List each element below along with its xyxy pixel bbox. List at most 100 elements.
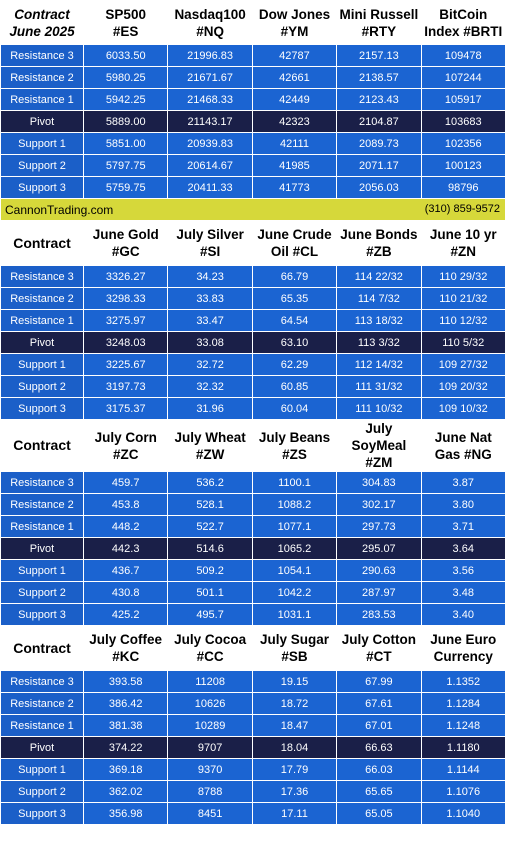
level-value: 21996.83 bbox=[167, 44, 253, 67]
contract-name-line: July Beans bbox=[258, 429, 331, 445]
level-value: 2157.13 bbox=[336, 44, 422, 67]
contract-name-line: #ZW bbox=[195, 446, 225, 462]
contract-name-line: June 10 yr bbox=[429, 227, 497, 242]
website-link[interactable]: CannonTrading.com bbox=[5, 202, 114, 217]
level-value: 2104.87 bbox=[336, 110, 422, 133]
resistance-2-row: Resistance 2 453.8 528.1 1088.2 302.17 3.80 bbox=[0, 493, 505, 516]
row-label: Support 2 bbox=[0, 581, 84, 604]
level-value: 514.6 bbox=[167, 537, 253, 560]
level-value: 31.96 bbox=[167, 397, 253, 420]
level-value: 114 22/32 bbox=[336, 265, 422, 288]
level-value: 20411.33 bbox=[167, 176, 253, 199]
resistance-1-row: Resistance 1 381.38 10289 18.47 67.01 1.1248 bbox=[0, 714, 505, 737]
level-value: 3.64 bbox=[420, 537, 505, 560]
support-1-row: Support 1 369.18 9370 17.79 66.03 1.1144 bbox=[0, 758, 505, 781]
level-value: 1.1040 bbox=[420, 802, 505, 825]
row-label: Pivot bbox=[0, 736, 84, 759]
row-label: Support 1 bbox=[0, 758, 84, 781]
contract-header: Contract bbox=[0, 220, 84, 266]
level-value: 113 18/32 bbox=[336, 309, 422, 332]
contract-name-line: #YM bbox=[280, 23, 309, 39]
contract-column-header: July Coffee #KC bbox=[82, 625, 169, 671]
resistance-1-row: Resistance 1 448.2 522.7 1077.1 297.73 3.71 bbox=[0, 515, 505, 538]
row-label: Resistance 3 bbox=[0, 471, 84, 494]
level-value: 495.7 bbox=[167, 603, 253, 626]
level-value: 111 10/32 bbox=[336, 397, 422, 420]
level-value: 42323 bbox=[251, 110, 338, 133]
resistance-2-row: Resistance 2 5980.25 21671.67 42661 2138.57 1… bbox=[0, 66, 505, 89]
level-value: 110 29/32 bbox=[420, 265, 505, 288]
contract-header: Contract June 2025 bbox=[0, 0, 84, 45]
level-value: 67.01 bbox=[336, 714, 422, 737]
level-value: 109 10/32 bbox=[420, 397, 505, 420]
level-value: 5980.25 bbox=[82, 66, 169, 89]
level-value: 3.80 bbox=[420, 493, 505, 516]
level-value: 290.63 bbox=[336, 559, 422, 582]
level-value: 2138.57 bbox=[336, 66, 422, 89]
level-value: 109 20/32 bbox=[420, 375, 505, 398]
contract-column-header: July Cocoa #CC bbox=[167, 625, 253, 671]
level-value: 66.79 bbox=[251, 265, 338, 288]
row-label: Resistance 1 bbox=[0, 515, 84, 538]
level-value: 3298.33 bbox=[82, 287, 169, 310]
level-value: 20614.67 bbox=[167, 154, 253, 177]
level-value: 3225.67 bbox=[82, 353, 169, 376]
level-value: 33.83 bbox=[167, 287, 253, 310]
contract-name-line: June Gold bbox=[92, 227, 159, 242]
contract-name-line: July Coffee bbox=[89, 632, 163, 647]
level-value: 3248.03 bbox=[82, 331, 169, 354]
contract-name-line: July Corn bbox=[94, 429, 157, 445]
contract-name-line: July Sugar bbox=[259, 632, 329, 647]
contract-column-header: SP500 #ES bbox=[82, 0, 169, 45]
level-value: 374.22 bbox=[82, 736, 169, 759]
resistance-3-row: Resistance 3 459.7 536.2 1100.1 304.83 3.87 bbox=[0, 471, 505, 494]
block-1-header-row: Contract June 2025 SP500 #ES Nasdaq100 #NQ Dow… bbox=[0, 0, 505, 45]
contract-name-line: July Cotton bbox=[341, 632, 416, 647]
row-label: Resistance 2 bbox=[0, 66, 84, 89]
contract-name-line: Mini Russell bbox=[339, 6, 419, 22]
contract-name-line: BitCoin bbox=[439, 6, 488, 22]
pivot-row: Pivot 5889.00 21143.17 42323 2104.87 103683 bbox=[0, 110, 505, 133]
level-value: 9370 bbox=[167, 758, 253, 781]
contract-name-line: June Euro bbox=[430, 632, 497, 647]
level-value: 1077.1 bbox=[251, 515, 338, 538]
row-label: Resistance 2 bbox=[0, 287, 84, 310]
level-value: 302.17 bbox=[336, 493, 422, 516]
sponsor-banner: CannonTrading.com (310) 859-9572 bbox=[0, 198, 505, 221]
support-1-row: Support 1 3225.67 32.72 62.29 112 14/32 109 2… bbox=[0, 353, 505, 376]
level-value: 1.1284 bbox=[420, 692, 505, 715]
level-value: 425.2 bbox=[82, 603, 169, 626]
level-value: 501.1 bbox=[167, 581, 253, 604]
level-value: 3.87 bbox=[420, 471, 505, 494]
contract-header-line: Contract bbox=[14, 6, 70, 22]
row-label: Support 1 bbox=[0, 132, 84, 155]
level-value: 287.97 bbox=[336, 581, 422, 604]
level-value: 5851.00 bbox=[82, 132, 169, 155]
row-label: Support 3 bbox=[0, 397, 84, 420]
level-value: 8788 bbox=[167, 780, 253, 803]
level-value: 295.07 bbox=[336, 537, 422, 560]
level-value: 2056.03 bbox=[336, 176, 422, 199]
resistance-2-row: Resistance 2 386.42 10626 18.72 67.61 1.1284 bbox=[0, 692, 505, 715]
contract-header-line: June 2025 bbox=[9, 23, 75, 39]
level-value: 18.47 bbox=[251, 714, 338, 737]
pivot-row: Pivot 374.22 9707 18.04 66.63 1.1180 bbox=[0, 736, 505, 759]
level-value: 3.40 bbox=[420, 603, 505, 626]
level-value: 67.61 bbox=[336, 692, 422, 715]
support-2-row: Support 2 362.02 8788 17.36 65.65 1.1076 bbox=[0, 780, 505, 803]
level-value: 3.48 bbox=[420, 581, 505, 604]
contract-column-header: July Silver #SI bbox=[167, 220, 253, 266]
level-value: 1065.2 bbox=[251, 537, 338, 560]
contract-name-line: Nasdaq100 bbox=[174, 6, 246, 22]
level-value: 110 21/32 bbox=[420, 287, 505, 310]
contract-name-line: SP500 bbox=[105, 6, 146, 22]
level-value: 448.2 bbox=[82, 515, 169, 538]
level-value: 3.56 bbox=[420, 559, 505, 582]
level-value: 10626 bbox=[167, 692, 253, 715]
level-value: 65.35 bbox=[251, 287, 338, 310]
level-value: 381.38 bbox=[82, 714, 169, 737]
contract-name-line: Dow Jones bbox=[258, 6, 331, 22]
level-value: 453.8 bbox=[82, 493, 169, 516]
resistance-2-row: Resistance 2 3298.33 33.83 65.35 114 7/32 110… bbox=[0, 287, 505, 310]
level-value: 17.11 bbox=[251, 802, 338, 825]
